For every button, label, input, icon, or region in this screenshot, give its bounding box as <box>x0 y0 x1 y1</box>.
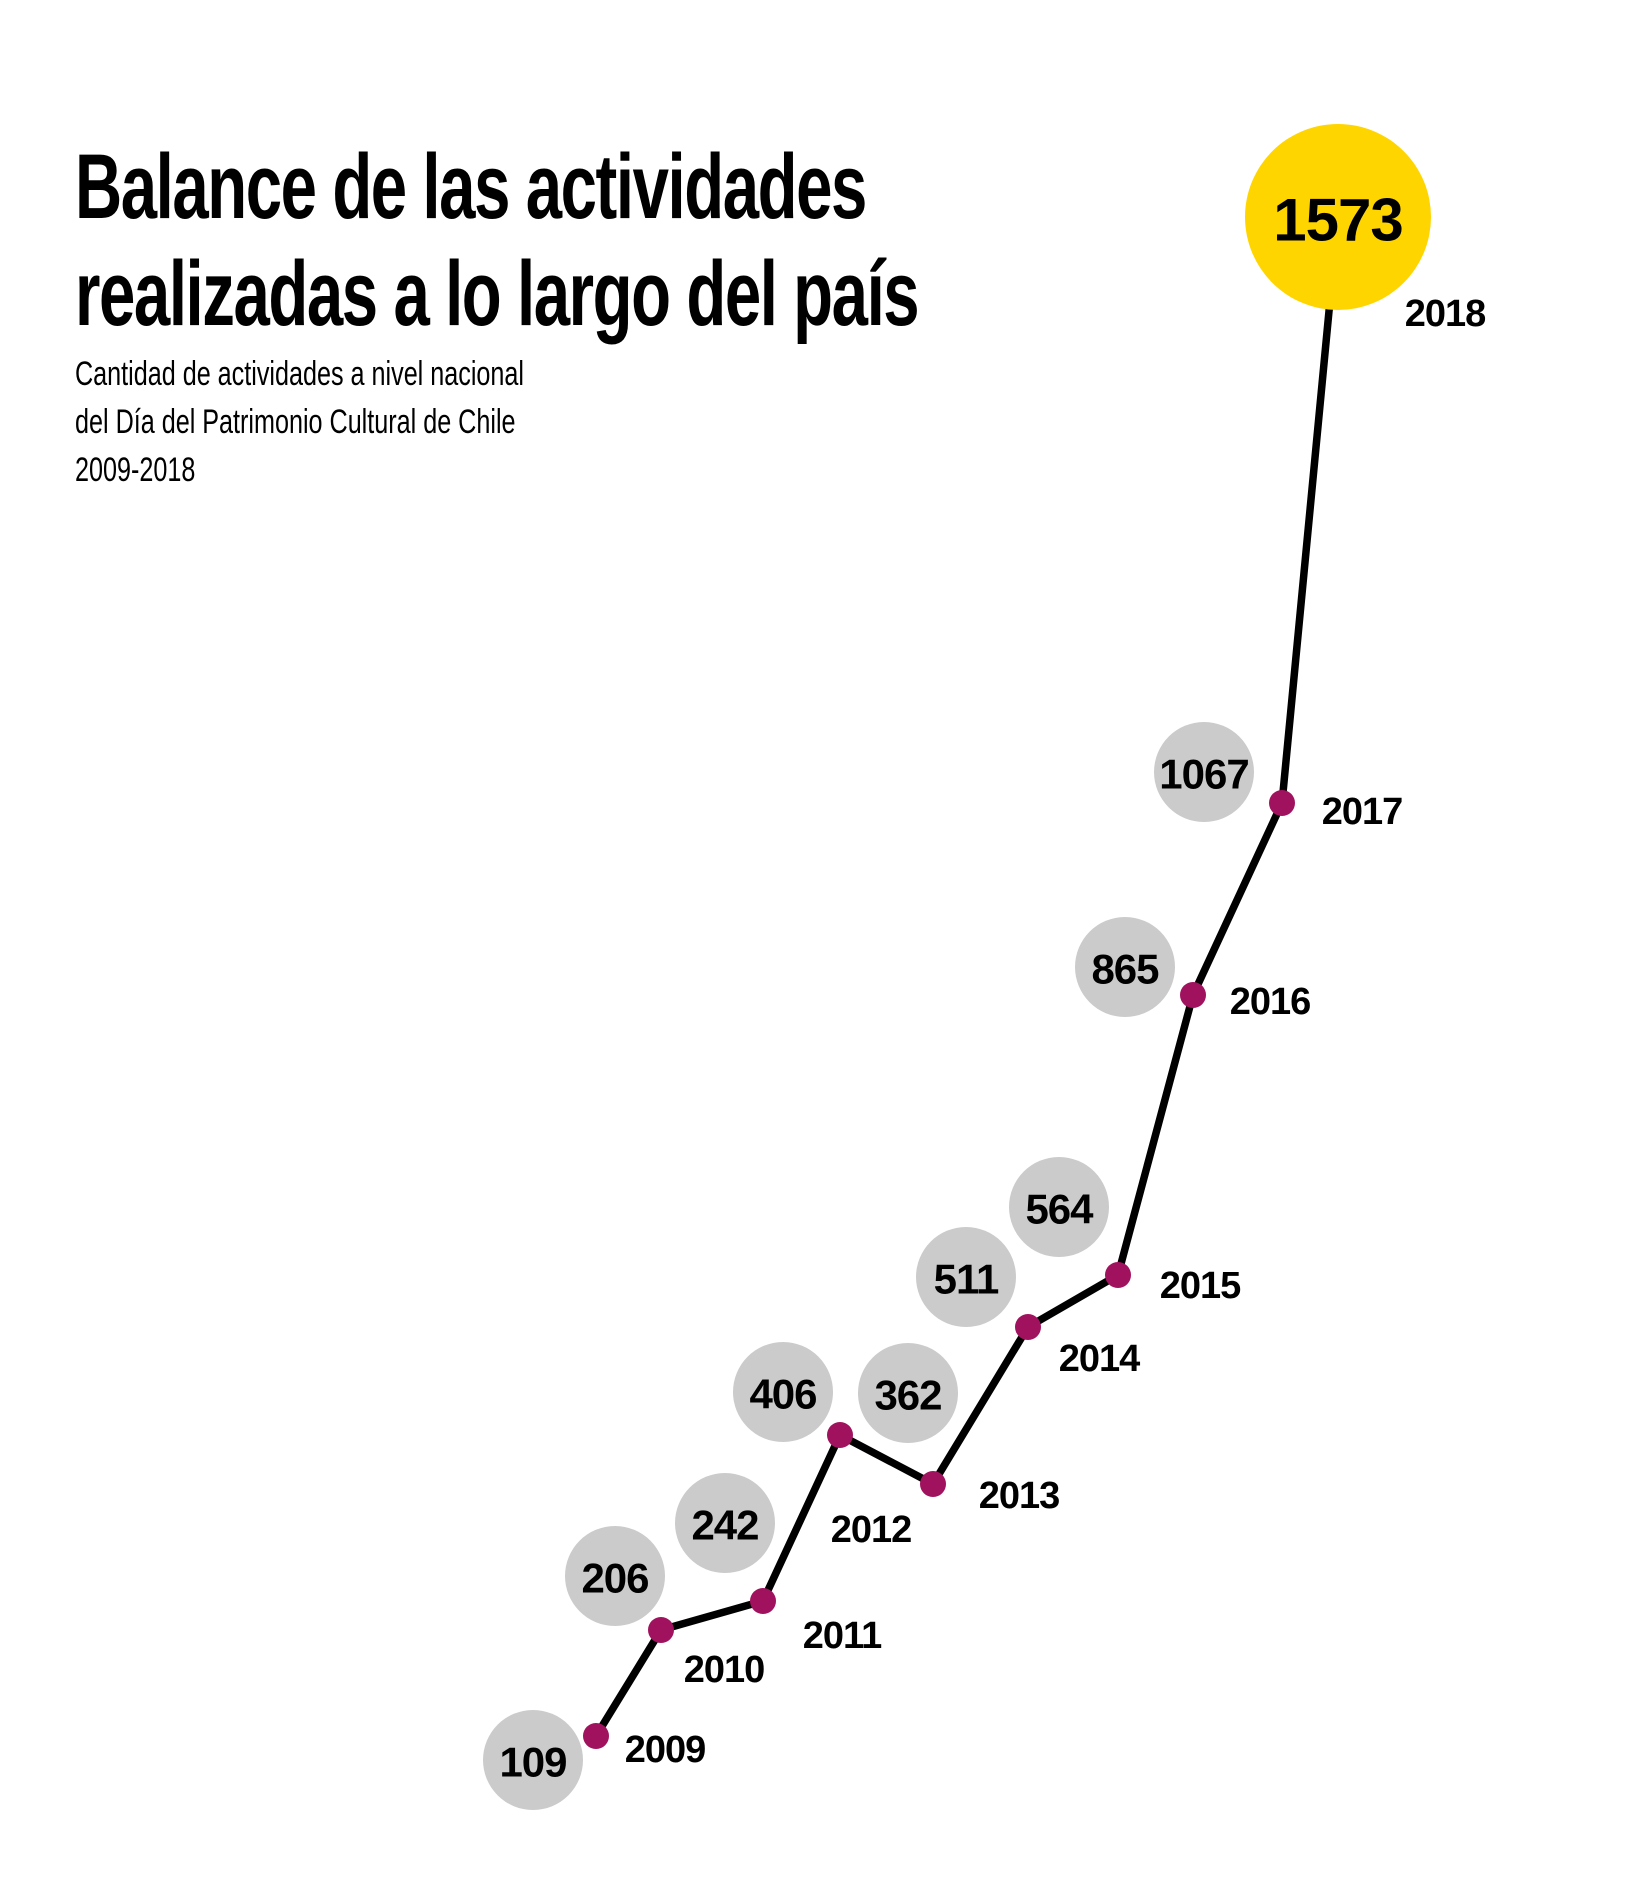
year-label-2011: 2011 <box>803 1615 882 1657</box>
value-bubble-2017 <box>1154 722 1254 822</box>
value-label-2013: 362 <box>874 1372 941 1419</box>
value-bubble-2009 <box>483 1710 583 1810</box>
trend-line <box>592 216 1342 1738</box>
chart-title-line2: realizadas a lo largo del país <box>75 242 920 345</box>
year-label-2015: 2015 <box>1160 1265 1241 1307</box>
value-label-2011: 242 <box>691 1502 758 1549</box>
data-point-2009 <box>583 1723 609 1749</box>
value-label-2012: 406 <box>749 1371 816 1418</box>
data-point-2016 <box>1180 982 1206 1008</box>
data-point-2010 <box>648 1617 674 1643</box>
chart-subtitle-line2: del Día del Patrimonio Cultural de Chile <box>75 403 516 441</box>
year-label-2010: 2010 <box>684 1649 765 1691</box>
year-label-2018: 2018 <box>1405 293 1486 335</box>
chart-title: Balance de las actividades realizadas a … <box>75 134 920 348</box>
data-point-2015 <box>1105 1262 1131 1288</box>
chart-subtitle-line1: Cantidad de actividades a nivel nacional <box>75 355 524 393</box>
value-label-2018: 1573 <box>1273 187 1402 254</box>
value-bubble-2010 <box>565 1526 665 1626</box>
data-point-2011 <box>750 1588 776 1614</box>
year-label-2017: 2017 <box>1322 791 1403 833</box>
value-bubble-2015 <box>1009 1157 1109 1257</box>
chart-subtitle: Cantidad de actividades a nivel nacional… <box>75 350 524 494</box>
year-label-2014: 2014 <box>1059 1338 1140 1380</box>
highlight-bubble-2018 <box>1245 124 1431 310</box>
data-point-2014 <box>1015 1314 1041 1340</box>
value-label-2017: 1067 <box>1159 751 1248 798</box>
year-label-2012: 2012 <box>831 1509 912 1551</box>
year-label-2013: 2013 <box>979 1475 1060 1517</box>
data-point-2017 <box>1269 790 1295 816</box>
chart-title-line1: Balance de las actividades <box>75 135 867 238</box>
year-label-2009: 2009 <box>625 1729 706 1771</box>
value-bubble-2012 <box>733 1342 833 1442</box>
value-bubble-2014 <box>916 1227 1016 1327</box>
year-label-2016: 2016 <box>1230 981 1311 1023</box>
value-label-2016: 865 <box>1091 946 1159 993</box>
value-label-2014: 511 <box>934 1256 999 1303</box>
data-point-2013 <box>920 1471 946 1497</box>
value-label-2010: 206 <box>581 1555 648 1602</box>
value-bubble-2011 <box>675 1473 775 1573</box>
value-bubble-2013 <box>858 1343 958 1443</box>
chart-subtitle-line3: 2009-2018 <box>75 451 196 489</box>
value-label-2015: 564 <box>1025 1186 1094 1233</box>
data-point-2012 <box>827 1422 853 1448</box>
value-bubble-2016 <box>1075 917 1175 1017</box>
value-label-2009: 109 <box>499 1739 566 1786</box>
